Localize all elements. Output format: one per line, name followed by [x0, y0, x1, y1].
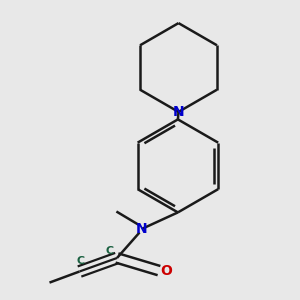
Text: C: C	[77, 256, 85, 266]
Text: C: C	[105, 245, 114, 256]
Text: O: O	[160, 264, 172, 278]
Text: N: N	[136, 222, 148, 236]
Text: N: N	[173, 105, 184, 119]
